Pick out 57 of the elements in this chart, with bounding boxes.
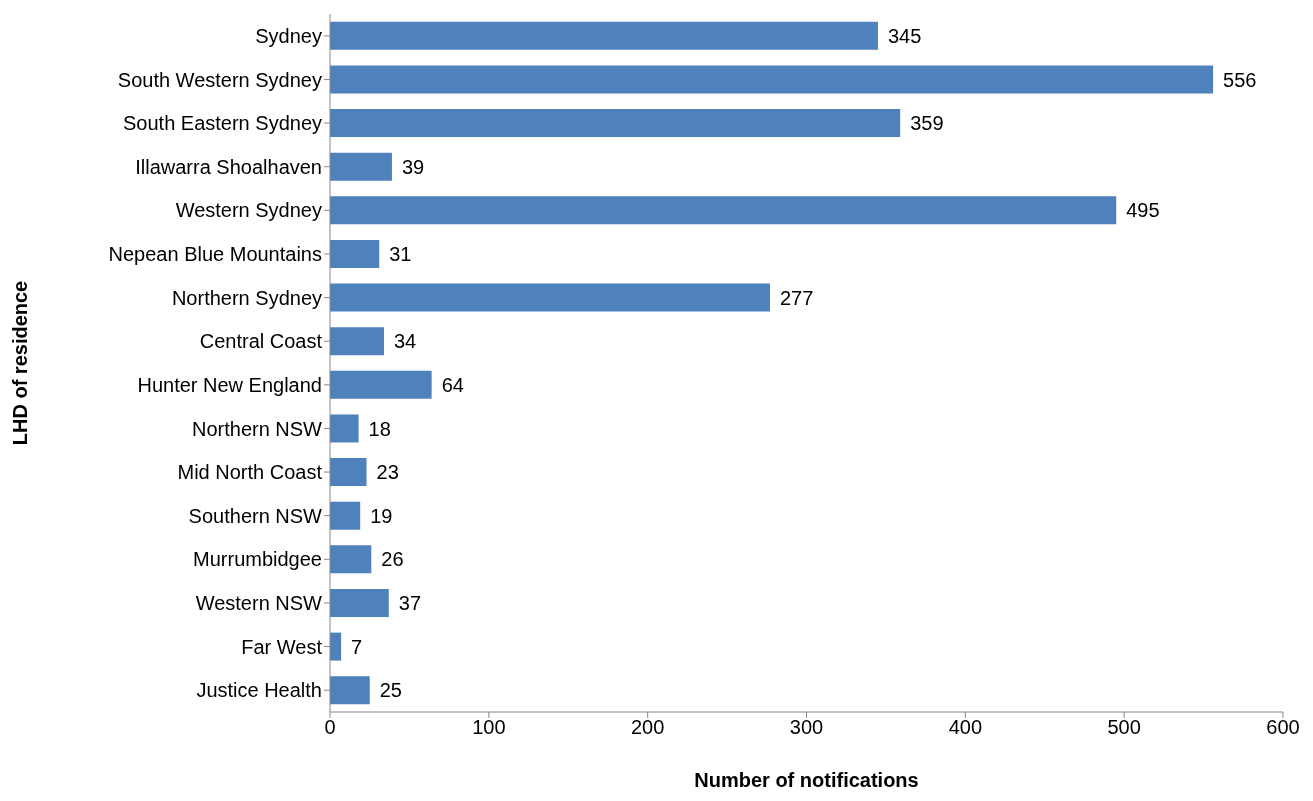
data-label: 31 bbox=[389, 243, 412, 266]
data-label: 26 bbox=[381, 548, 404, 571]
data-label: 39 bbox=[401, 155, 425, 178]
bar bbox=[330, 109, 901, 138]
bar bbox=[330, 588, 389, 617]
bar bbox=[330, 458, 367, 487]
data-label: 495 bbox=[1126, 199, 1160, 222]
y-tick-label: Justice Health bbox=[196, 679, 322, 702]
data-label: 25 bbox=[379, 679, 402, 702]
y-tick-label: Central Coast bbox=[199, 330, 323, 353]
bar bbox=[330, 676, 370, 705]
bar bbox=[330, 545, 372, 574]
bar bbox=[330, 370, 432, 399]
x-tick-label: 0 bbox=[324, 716, 336, 739]
data-label: 64 bbox=[441, 373, 464, 396]
data-label: 34 bbox=[394, 330, 417, 353]
bar bbox=[330, 152, 392, 181]
bar bbox=[330, 239, 380, 268]
bar bbox=[330, 501, 361, 530]
bar bbox=[330, 414, 359, 443]
x-tick-label: 200 bbox=[630, 716, 665, 739]
y-tick-label: Northern Sydney bbox=[171, 286, 322, 309]
y-tick-label: Southern NSW bbox=[188, 504, 323, 527]
y-tick-label: Illawarra Shoalhaven bbox=[135, 155, 322, 178]
y-tick-label: Hunter New England bbox=[137, 373, 322, 396]
x-tick-label: 400 bbox=[948, 716, 983, 739]
bar bbox=[330, 283, 770, 312]
y-tick-label: Northern NSW bbox=[191, 417, 323, 440]
bar bbox=[330, 21, 878, 50]
bar bbox=[330, 632, 342, 661]
data-label: 23 bbox=[376, 461, 399, 484]
y-tick-label: South Eastern Sydney bbox=[122, 112, 322, 135]
y-tick-label: Far West bbox=[241, 635, 323, 658]
data-label: 18 bbox=[368, 417, 391, 440]
x-axis-title: Number of notifications bbox=[694, 769, 919, 791]
data-label: 359 bbox=[910, 112, 944, 135]
y-tick-label: Nepean Blue Mountains bbox=[108, 243, 322, 266]
y-tick-label: Mid North Coast bbox=[177, 461, 323, 484]
bar bbox=[330, 65, 1214, 94]
bar bbox=[330, 327, 384, 356]
bar bbox=[330, 196, 1117, 225]
y-tick-label: Western Sydney bbox=[175, 199, 322, 222]
x-tick-label: 500 bbox=[1107, 716, 1141, 739]
x-tick-label: 300 bbox=[789, 716, 824, 739]
data-label: 556 bbox=[1223, 68, 1257, 91]
y-tick-label: Murrumbidgee bbox=[193, 548, 322, 571]
data-label: 277 bbox=[779, 286, 814, 309]
y-tick-label: Sydney bbox=[255, 24, 322, 47]
data-label: 19 bbox=[370, 504, 393, 527]
data-label: 7 bbox=[351, 635, 363, 658]
x-tick-label: 600 bbox=[1266, 716, 1300, 739]
data-label: 37 bbox=[398, 592, 422, 615]
y-tick-label: Western NSW bbox=[195, 592, 323, 615]
data-label: 345 bbox=[887, 24, 922, 47]
x-tick-label: 100 bbox=[472, 716, 506, 739]
y-tick-label: South Western Sydney bbox=[117, 68, 322, 91]
y-axis-title: LHD of residence bbox=[9, 280, 32, 446]
